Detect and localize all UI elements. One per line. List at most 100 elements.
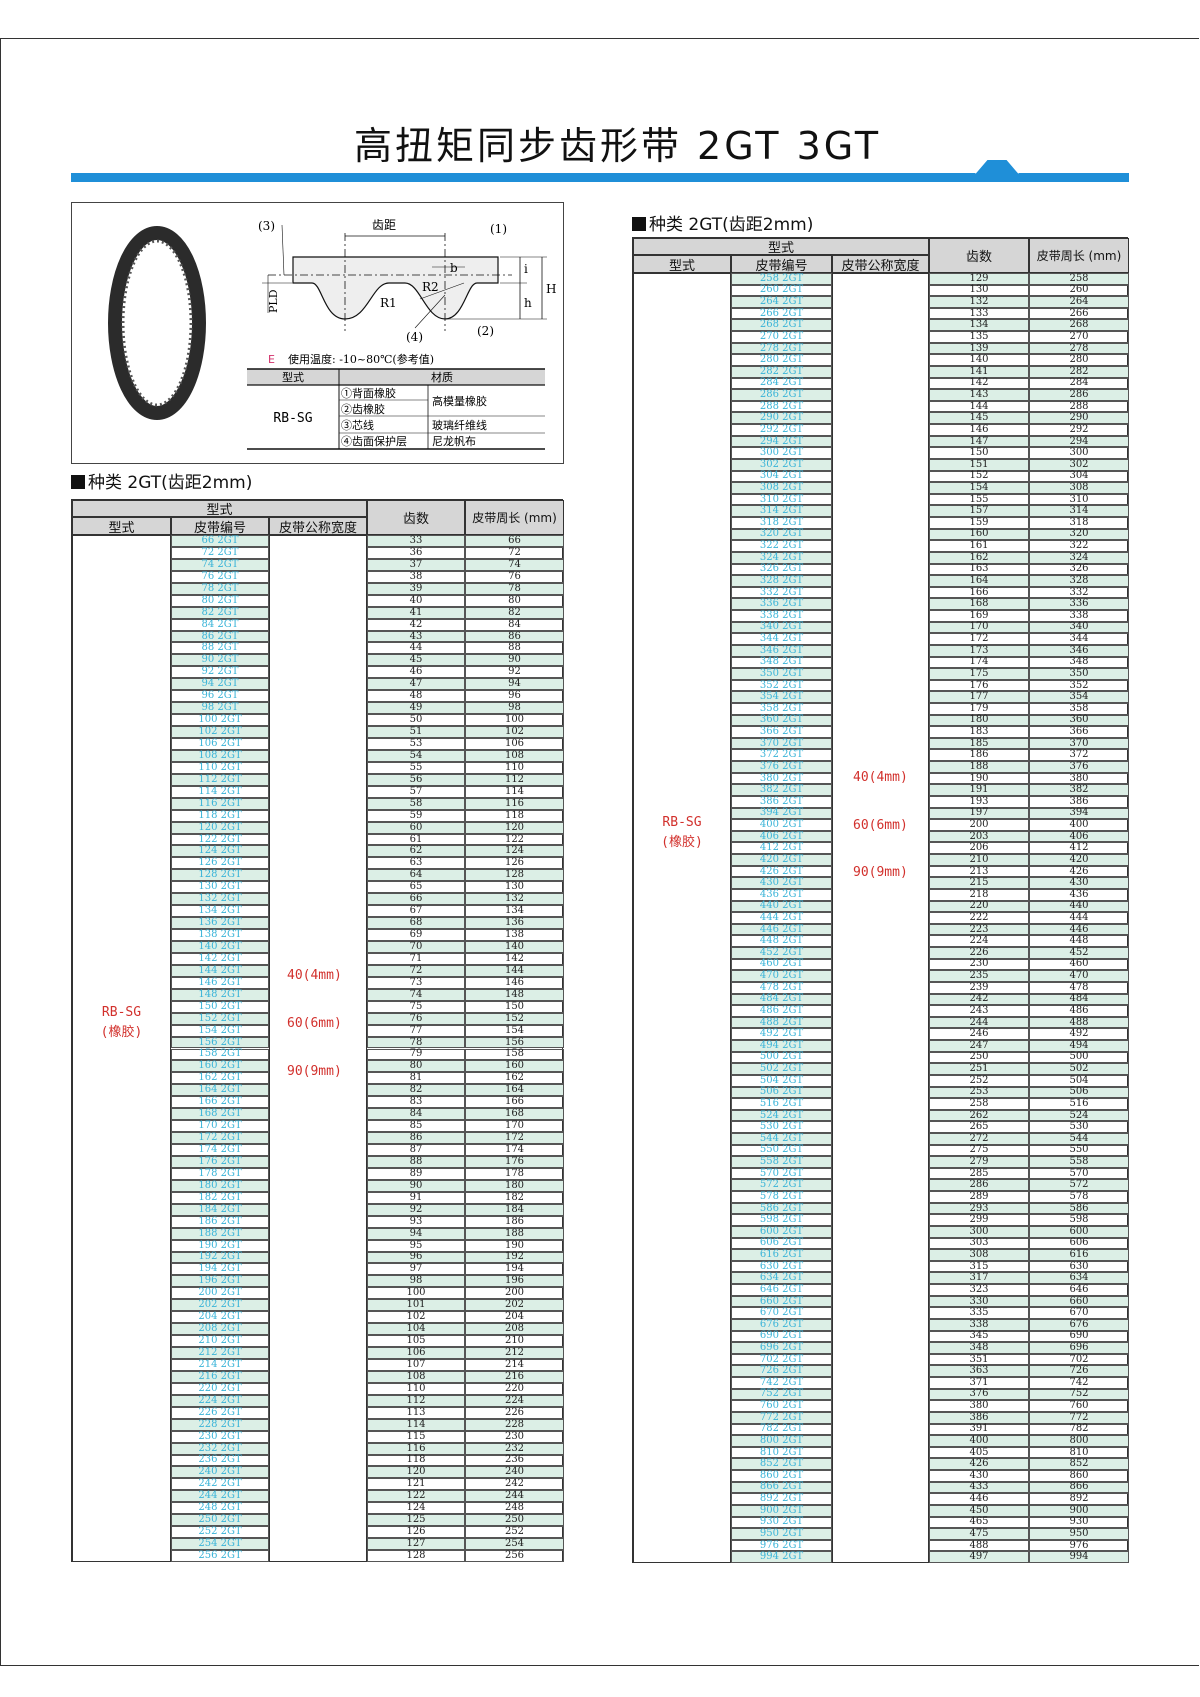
teeth-cell: 289 [929, 1191, 1029, 1203]
length-cell: 92 [465, 666, 564, 679]
teeth-cell: 376 [929, 1388, 1029, 1401]
belt-number-cell: 300 2GT [731, 447, 832, 459]
length-cell: 866 [1029, 1481, 1129, 1494]
belt-number-cell: 570 2GT [731, 1167, 832, 1180]
length-cell: 772 [1029, 1411, 1129, 1424]
length-cell: 174 [465, 1144, 564, 1156]
table-row: 84 2GT 42 84 [72, 618, 564, 631]
table-row: 196 2GT 98 196 [72, 1275, 564, 1288]
teeth-cell: 113 [367, 1406, 465, 1419]
teeth-cell: 223 [929, 923, 1029, 936]
teeth-cell: 56 [367, 773, 465, 786]
teeth-cell: 251 [929, 1063, 1029, 1075]
teeth-cell: 51 [367, 726, 465, 738]
teeth-cell: 242 [929, 993, 1029, 1006]
table-row: 308 2GT 154 308 [633, 482, 1129, 494]
length-cell: 156 [465, 1036, 564, 1049]
length-cell: 228 [465, 1418, 564, 1431]
teeth-cell: 84 [367, 1108, 465, 1121]
table-row: 436 2GT 218 436 [633, 888, 1129, 901]
belt-number-cell: 244 2GT [171, 1490, 269, 1503]
table-row: 420 2GT 210 420 [633, 854, 1129, 866]
length-cell: 98 [465, 702, 564, 715]
belt-number-cell: 108 2GT [171, 749, 269, 762]
table-row: 74 2GT 37 74 [72, 558, 564, 571]
table-row: 502 2GT 251 502 [633, 1063, 1129, 1075]
belt-number-cell: 460 2GT [731, 958, 832, 971]
table-row: 170 2GT 85 170 [72, 1120, 564, 1133]
teeth-cell: 497 [929, 1551, 1029, 1563]
belt-number-cell: 860 2GT [731, 1470, 832, 1482]
teeth-cell: 85 [367, 1120, 465, 1133]
length-cell: 726 [1029, 1365, 1129, 1378]
belt-number-cell: 950 2GT [731, 1528, 832, 1540]
table-row: 394 2GT 197 394 [633, 807, 1129, 820]
length-cell: 630 [1029, 1260, 1129, 1273]
table-row: 166 2GT 83 166 [72, 1096, 564, 1109]
belt-number-cell: 572 2GT [731, 1179, 832, 1192]
table-row: 202 2GT 101 202 [72, 1299, 564, 1312]
length-cell: 294 [1029, 435, 1129, 448]
belt-number-cell: 606 2GT [731, 1237, 832, 1250]
teeth-cell: 68 [367, 917, 465, 930]
length-cell: 444 [1029, 912, 1129, 924]
table-row: 162 2GT 81 162 [72, 1072, 564, 1085]
table-row: 380 2GT 190 380 [633, 772, 1129, 785]
belt-number-cell: 72 2GT [171, 546, 269, 559]
teeth-cell: 88 [367, 1155, 465, 1168]
table-row: 224 2GT 112 224 [72, 1394, 564, 1407]
table-row: 212 2GT 106 212 [72, 1347, 564, 1359]
table-row: 240 2GT 120 240 [72, 1466, 564, 1479]
belt-number-cell: 266 2GT [731, 307, 832, 320]
belt-number-cell: 366 2GT [731, 726, 832, 738]
belt-number-cell: 646 2GT [731, 1284, 832, 1296]
table-row: 120 2GT 60 120 [72, 821, 564, 834]
belt-number-cell: 190 2GT [171, 1239, 269, 1252]
table-row: 616 2GT 308 616 [633, 1249, 1129, 1261]
table-row: 208 2GT 104 208 [72, 1323, 564, 1336]
length-cell: 506 [1029, 1086, 1129, 1099]
teeth-cell: 49 [367, 702, 465, 715]
table-row: 696 2GT 348 696 [633, 1342, 1129, 1354]
teeth-cell: 82 [367, 1084, 465, 1097]
width-label-60: 60(6mm) [287, 1016, 342, 1031]
belt-number-cell: 866 2GT [731, 1481, 832, 1494]
table-row: 550 2GT 275 550 [633, 1144, 1129, 1157]
belt-number-cell: 82 2GT [171, 606, 269, 619]
teeth-cell: 125 [367, 1514, 465, 1527]
table-row: 192 2GT 96 192 [72, 1251, 564, 1264]
belt-number-cell: 892 2GT [731, 1493, 832, 1505]
teeth-cell: 430 [929, 1470, 1029, 1482]
teeth-cell: 162 [929, 551, 1029, 564]
table-row: 376 2GT 188 376 [633, 761, 1129, 773]
length-cell: 852 [1029, 1458, 1129, 1470]
belt-number-cell: 328 2GT [731, 575, 832, 587]
table-row: 106 2GT 53 106 [72, 738, 564, 750]
length-cell: 208 [465, 1323, 564, 1336]
belt-number-cell: 314 2GT [731, 505, 832, 518]
length-cell: 108 [465, 749, 564, 762]
length-cell: 162 [465, 1072, 564, 1085]
table-row: 226 2GT 113 226 [72, 1406, 564, 1419]
square-bullet-icon [632, 217, 646, 231]
table-row: 484 2GT 242 484 [633, 993, 1129, 1006]
belt-number-cell: 320 2GT [731, 528, 832, 541]
table-row: 598 2GT 299 598 [633, 1214, 1129, 1226]
teeth-cell: 89 [367, 1167, 465, 1180]
section-heading-right: 种类 2GT(齿距2mm) [632, 210, 813, 235]
belt-number-cell: 126 2GT [171, 857, 269, 870]
length-cell: 254 [465, 1538, 564, 1551]
teeth-cell: 57 [367, 785, 465, 798]
table-row: 994 2GT 497 994 [633, 1551, 1129, 1563]
belt-number-cell: 172 2GT [171, 1132, 269, 1145]
table-row: 314 2GT 157 314 [633, 505, 1129, 518]
length-cell: 810 [1029, 1446, 1129, 1459]
table-row: 116 2GT 58 116 [72, 797, 564, 810]
length-cell: 280 [1029, 354, 1129, 366]
label-part-4: (4) [406, 330, 423, 344]
table-row: 258 2GT 129 258 [633, 273, 1129, 285]
teeth-cell: 58 [367, 797, 465, 810]
teeth-cell: 293 [929, 1202, 1029, 1215]
belt-number-cell: 200 2GT [171, 1287, 269, 1300]
length-cell: 152 [465, 1012, 564, 1025]
